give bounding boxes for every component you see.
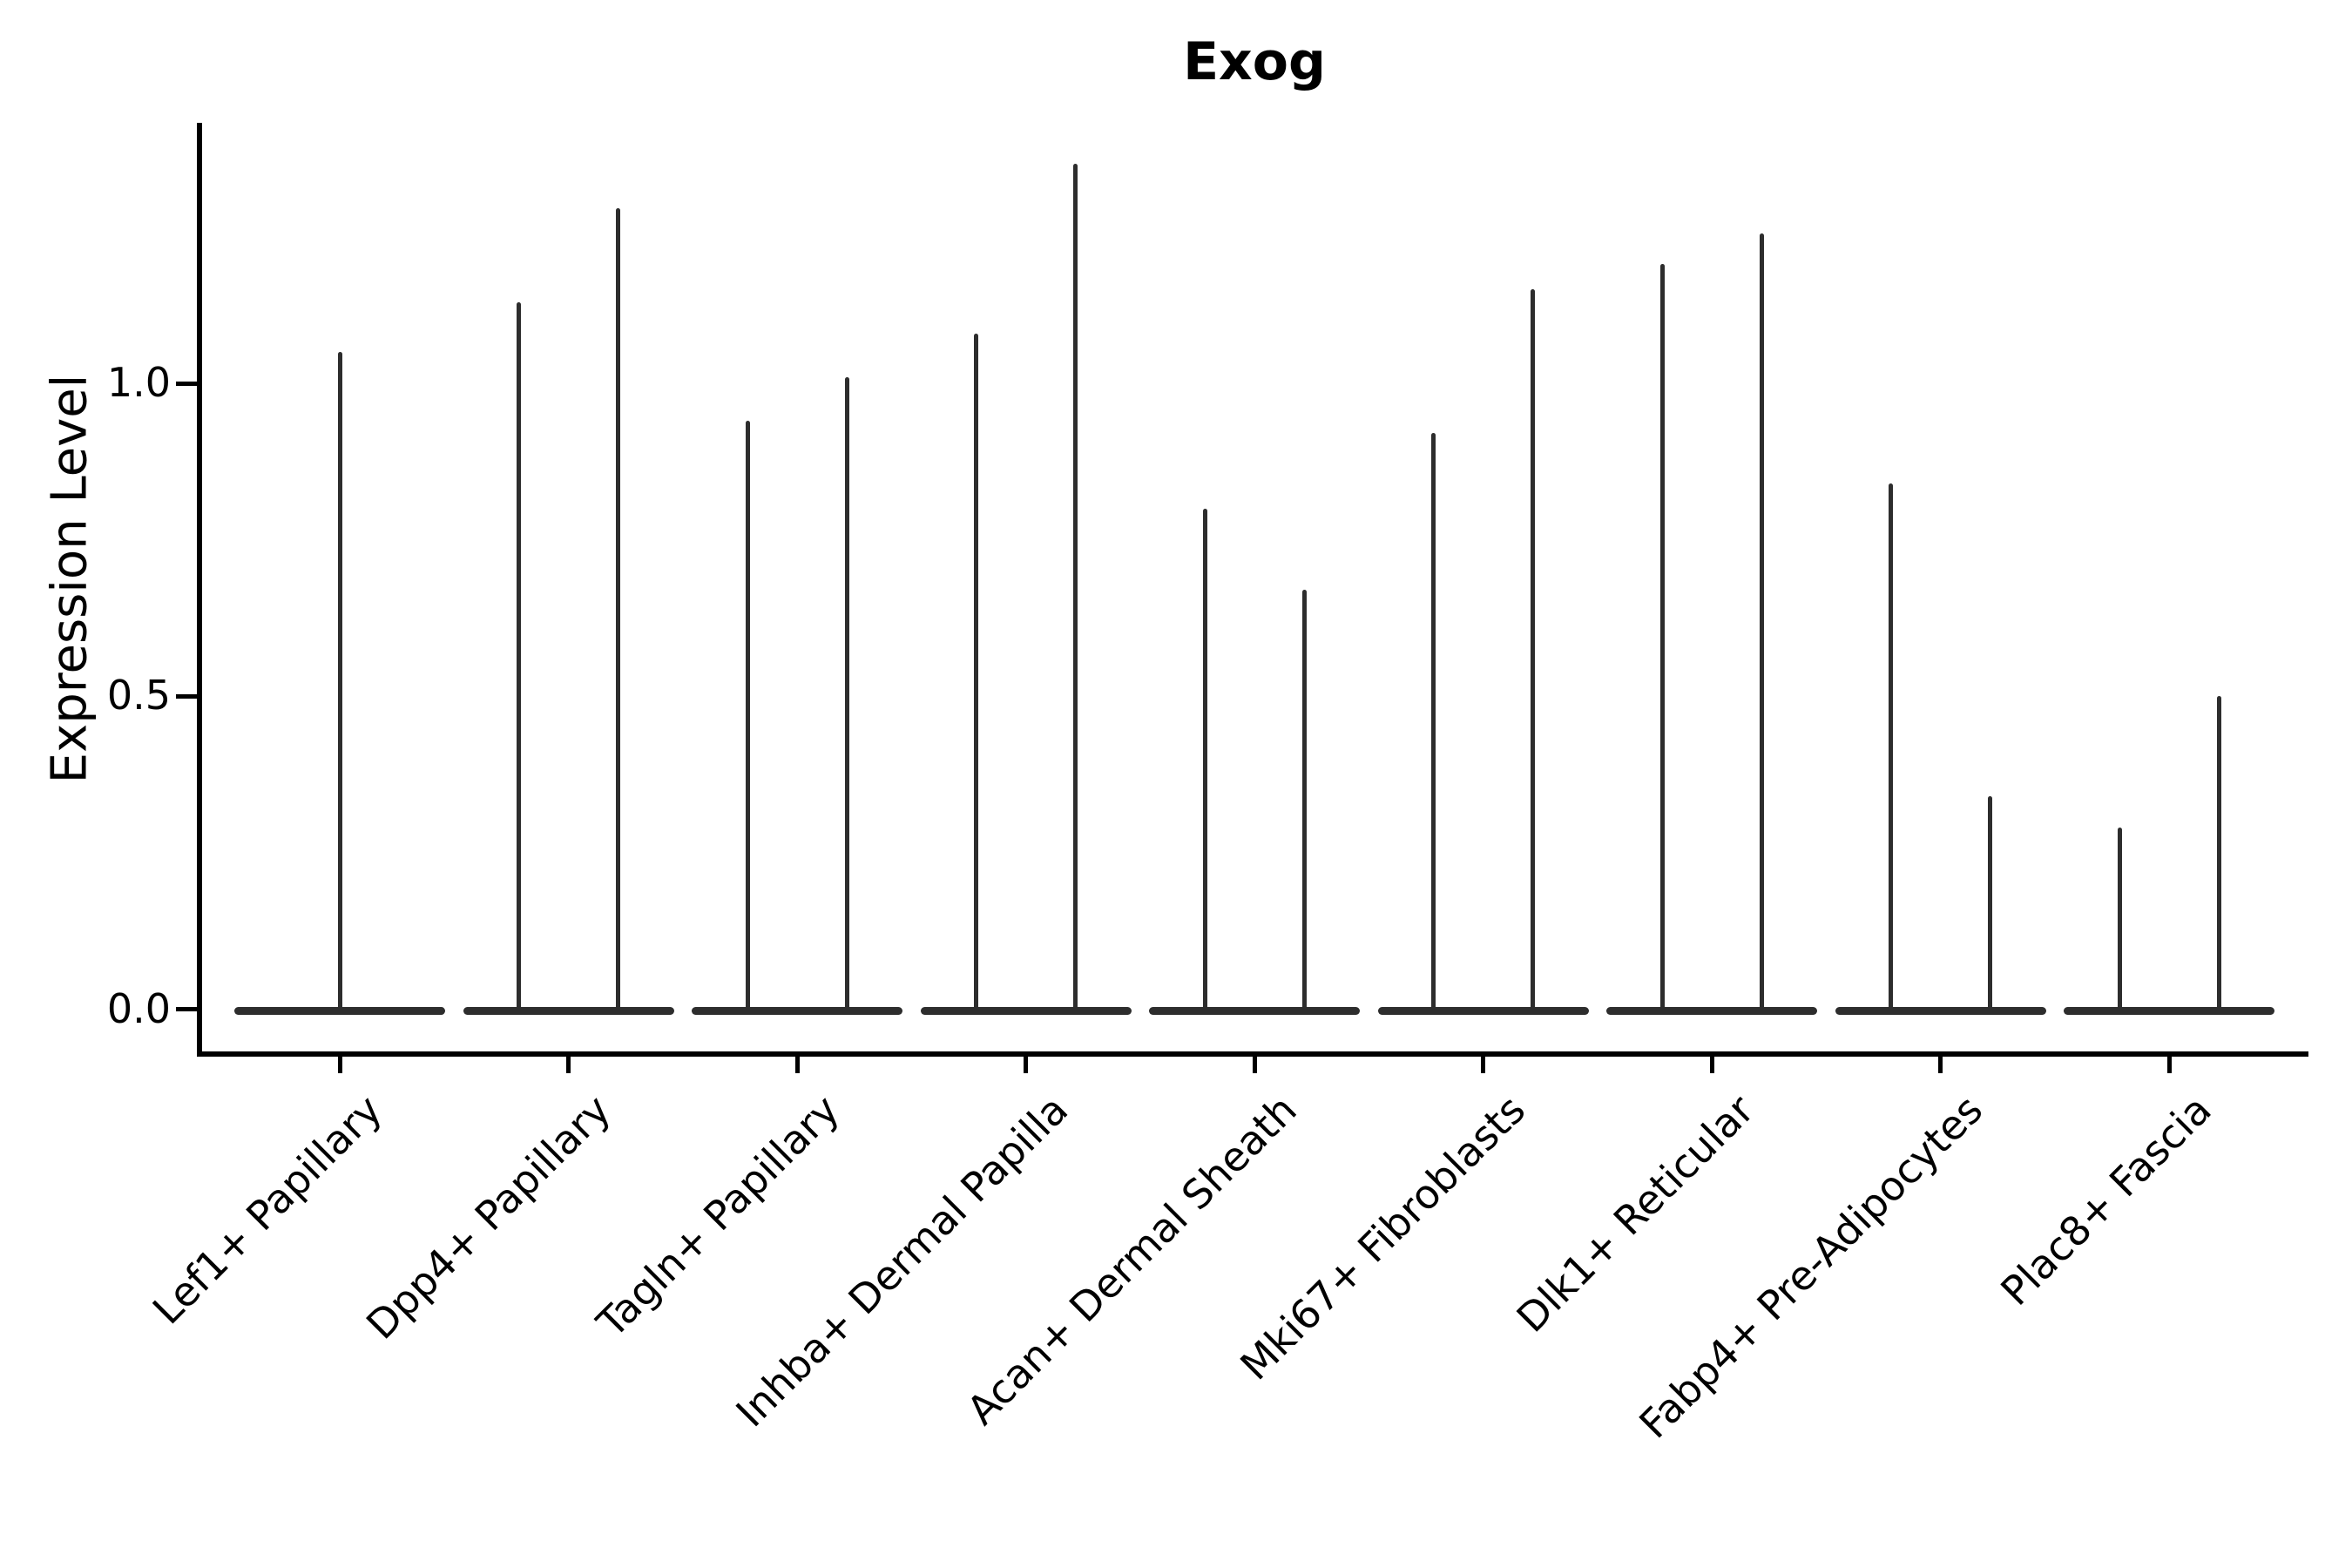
violin-base bbox=[463, 1007, 674, 1015]
y-tick-mark bbox=[176, 381, 197, 386]
violin-base bbox=[692, 1007, 902, 1015]
y-tick-mark bbox=[176, 1007, 197, 1012]
violin-spike bbox=[2117, 828, 2122, 1012]
y-tick-label: 1.0 bbox=[106, 359, 171, 406]
violin-spike bbox=[1659, 264, 1665, 1012]
violin-spike bbox=[1889, 483, 1893, 1012]
violin-spike bbox=[844, 376, 849, 1012]
x-tick-mark bbox=[1709, 1057, 1714, 1073]
x-tick-mark bbox=[2166, 1057, 2172, 1073]
y-axis-spine bbox=[197, 123, 202, 1056]
x-tick-mark bbox=[1024, 1057, 1028, 1073]
violin-spike bbox=[1301, 590, 1307, 1012]
violin-spike bbox=[1759, 233, 1764, 1012]
y-tick-mark bbox=[176, 693, 197, 699]
violin-base bbox=[1149, 1007, 1360, 1015]
violin-spike bbox=[2216, 696, 2221, 1012]
x-tick-mark bbox=[566, 1057, 571, 1073]
violin-spike bbox=[517, 301, 521, 1012]
violin-base bbox=[920, 1007, 1132, 1015]
violin-spike bbox=[1531, 289, 1535, 1012]
violin-base bbox=[2064, 1007, 2274, 1015]
y-axis-label: Expression Level bbox=[41, 374, 98, 784]
violin-base bbox=[1377, 1007, 1589, 1015]
violin-spike bbox=[1988, 796, 1992, 1012]
x-axis-spine bbox=[197, 1051, 2308, 1057]
violin-base bbox=[1835, 1007, 2046, 1015]
violin-base bbox=[1606, 1007, 1817, 1015]
chart-title: Exog bbox=[1183, 31, 1326, 92]
violin-spike bbox=[974, 333, 978, 1012]
x-tick-mark bbox=[794, 1057, 800, 1073]
x-tick-mark bbox=[337, 1057, 342, 1073]
y-tick-label: 0.0 bbox=[106, 984, 171, 1032]
violin-spike bbox=[1202, 508, 1207, 1012]
x-tick-label: Dpp4+ Papillary bbox=[357, 1085, 620, 1348]
violin-spike bbox=[337, 352, 342, 1012]
violin-spike bbox=[1073, 164, 1078, 1012]
y-tick-label: 0.5 bbox=[106, 672, 171, 720]
x-tick-mark bbox=[1938, 1057, 1943, 1073]
x-tick-mark bbox=[1481, 1057, 1485, 1073]
x-tick-mark bbox=[1252, 1057, 1257, 1073]
violin-spike bbox=[745, 421, 750, 1012]
violin-spike bbox=[1431, 433, 1436, 1012]
violin-spike bbox=[616, 207, 620, 1012]
